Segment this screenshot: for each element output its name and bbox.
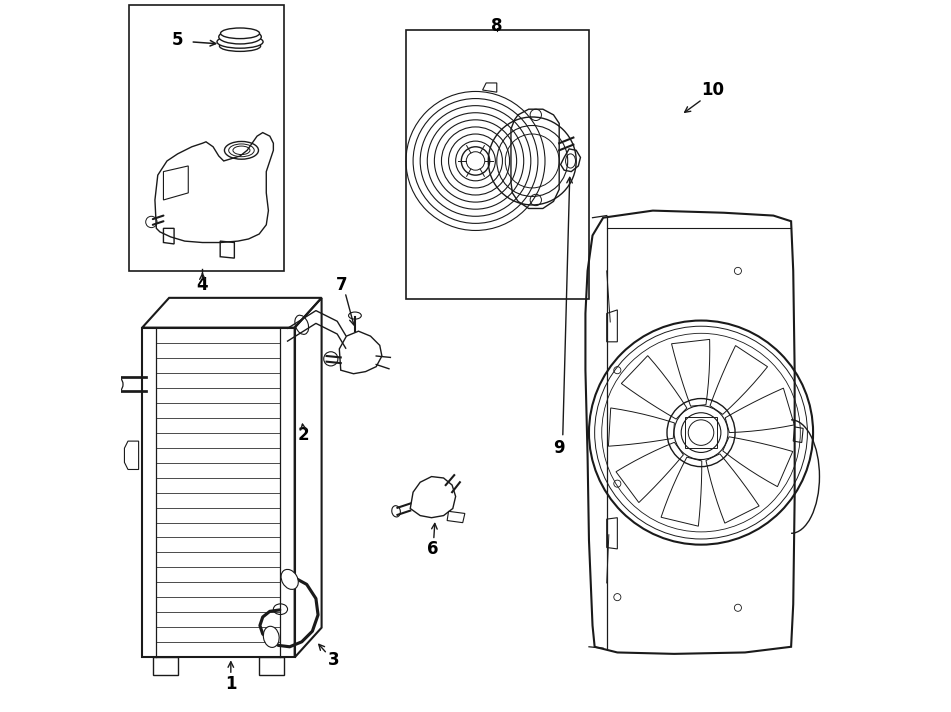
Ellipse shape — [217, 36, 263, 48]
Text: 1: 1 — [225, 675, 237, 693]
Text: 4: 4 — [197, 276, 208, 294]
Ellipse shape — [263, 627, 280, 647]
Bar — [129, 5, 284, 271]
Text: 5: 5 — [172, 31, 184, 49]
Bar — [406, 30, 589, 299]
Text: 3: 3 — [328, 651, 340, 669]
Text: 10: 10 — [702, 81, 725, 99]
Circle shape — [105, 375, 123, 394]
Text: 6: 6 — [427, 540, 438, 558]
Text: 9: 9 — [553, 439, 565, 457]
Text: 2: 2 — [298, 426, 310, 444]
Ellipse shape — [219, 30, 262, 44]
Ellipse shape — [221, 28, 260, 38]
Ellipse shape — [281, 570, 299, 590]
Bar — [686, 417, 717, 448]
Ellipse shape — [220, 41, 261, 51]
Text: 7: 7 — [337, 276, 348, 294]
Text: 8: 8 — [491, 17, 502, 35]
